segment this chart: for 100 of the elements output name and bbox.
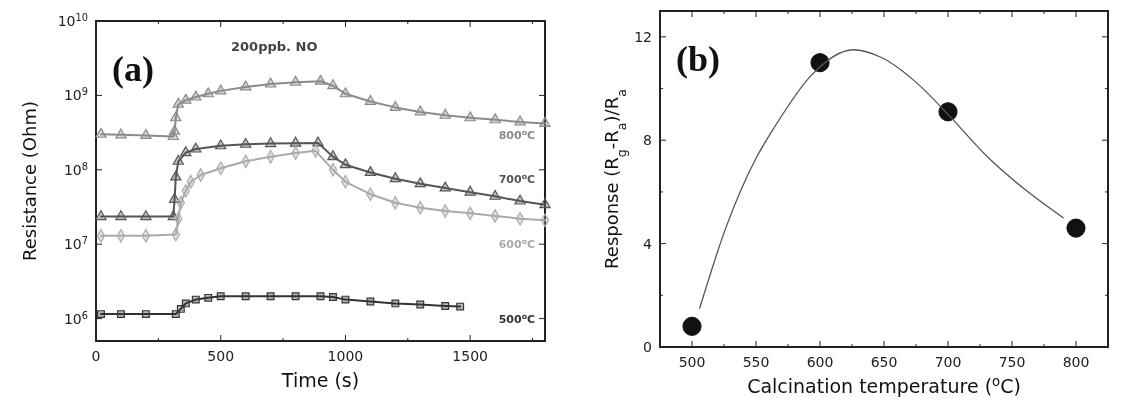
point [439, 108, 451, 119]
point [389, 100, 402, 111]
point [339, 158, 352, 169]
point [190, 142, 202, 153]
point [389, 172, 402, 183]
annotation: (a) [112, 49, 154, 89]
point [316, 292, 325, 301]
x-tick-label: 550 [742, 354, 770, 370]
y-tick-label: 10$^{9}$ [63, 85, 88, 104]
x-tick-label: 600 [806, 354, 834, 370]
x-axis-title: Time (s) [280, 369, 360, 391]
point [264, 77, 277, 88]
point [140, 128, 152, 139]
y-tick-label: 10$^{10}$ [57, 11, 88, 29]
point [938, 102, 958, 122]
point [416, 300, 425, 309]
point [95, 127, 107, 138]
point [314, 74, 327, 85]
point [181, 299, 190, 308]
y-tick-label: 10$^{7}$ [63, 234, 88, 253]
point [180, 93, 192, 104]
point [539, 198, 551, 209]
point [291, 292, 300, 301]
point [176, 304, 185, 313]
point [341, 295, 350, 304]
point [168, 192, 181, 203]
point [216, 292, 225, 301]
point [170, 111, 182, 122]
point [514, 194, 526, 205]
x-tick-label: 800 [1062, 354, 1090, 370]
point [514, 115, 526, 126]
point [289, 75, 302, 86]
point [95, 210, 107, 221]
y-axis-title: Resistance (Ohm) [19, 101, 40, 261]
point [239, 80, 252, 91]
point [266, 292, 275, 301]
x-tick-label: 1500 [452, 348, 488, 364]
point [464, 185, 476, 196]
point [682, 316, 702, 336]
point [366, 297, 375, 306]
annotation: (b) [676, 39, 720, 79]
point [215, 84, 227, 95]
point [414, 105, 426, 116]
point [327, 79, 339, 90]
point [414, 177, 426, 188]
point [1066, 218, 1086, 238]
x-tick-label: 1000 [327, 348, 364, 364]
point [172, 97, 185, 108]
point [241, 292, 250, 301]
point [171, 310, 180, 319]
point [810, 53, 830, 73]
point [329, 293, 337, 301]
point [539, 116, 551, 127]
point [239, 137, 252, 148]
point [141, 310, 150, 319]
point [115, 210, 127, 221]
series-label: 600$^{o}$C [498, 236, 535, 252]
point [456, 302, 465, 311]
point [490, 209, 500, 223]
point [364, 166, 377, 177]
annotation: 200ppb. NO [231, 39, 318, 54]
x-tick-label: 650 [870, 354, 898, 370]
point [489, 113, 501, 124]
point [339, 87, 352, 98]
x-tick-label: 700 [934, 354, 962, 370]
point [204, 293, 213, 302]
text: 500$^{o}$C [498, 311, 535, 326]
point [180, 146, 192, 157]
point [172, 154, 185, 165]
point [168, 124, 181, 135]
y-tick-label: 10$^{6}$ [63, 309, 88, 327]
point [489, 189, 501, 200]
point [264, 137, 277, 148]
x-tick-label: 750 [998, 354, 1026, 370]
point [202, 87, 214, 98]
point [441, 301, 450, 310]
point [140, 210, 152, 221]
point [190, 90, 202, 101]
x-tick-label: 500 [207, 348, 235, 364]
point [289, 136, 302, 147]
point [439, 181, 451, 192]
y-tick-label: 10$^{8}$ [63, 160, 88, 178]
y-tick-label: 12 [634, 28, 652, 45]
y-tick-label: 4 [643, 235, 653, 252]
point [215, 139, 227, 150]
x-axis-title: Calcination temperature ($^{o}$C) [747, 373, 1021, 397]
point [327, 150, 339, 161]
x-tick-label: 500 [678, 354, 706, 370]
y-tick-label: 8 [643, 132, 652, 149]
series-label: 800$^{o}$C [498, 127, 535, 143]
point [464, 111, 476, 122]
series-label: 700$^{o}$C [498, 171, 535, 186]
point [170, 170, 182, 181]
point [364, 94, 377, 105]
point [97, 310, 105, 319]
x-tick-label: 0 [91, 348, 101, 364]
point [116, 310, 125, 319]
point [391, 299, 400, 308]
point [115, 128, 127, 139]
point [191, 295, 200, 304]
